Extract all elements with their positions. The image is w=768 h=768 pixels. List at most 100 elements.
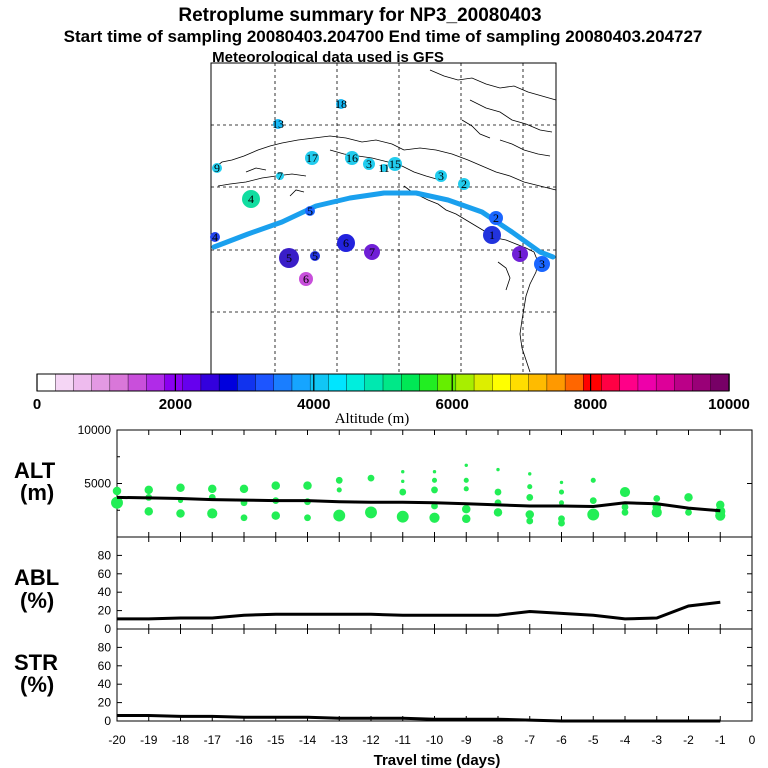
cluster-label: 11 [378,161,390,175]
colorbar-cell [146,373,166,392]
alt-cluster-point [401,479,405,484]
alt-cluster-point [429,512,440,523]
x-tick-label: -1 [715,733,726,747]
colorbar-cell [528,373,548,392]
alt-cluster-point [401,470,405,474]
cluster-marker [512,246,528,262]
alt-cluster-point [621,503,629,511]
cluster-label: 5 [307,204,313,218]
coastline [213,135,405,169]
colorbar-cell [164,373,184,392]
x-tick-label: -20 [108,733,126,747]
title-line-1: Retroplume summary for NP3_20080403 [178,5,541,26]
x-tick-label: -3 [651,733,662,747]
cluster-label: 13 [272,117,284,131]
x-tick-label: -16 [235,733,253,747]
cluster-marker [305,206,315,216]
str-panel: STR (%) 0 20 40 60 80 [14,628,753,728]
colorbar-cell [455,373,475,392]
colorbar-cell [619,373,639,392]
cluster-label: 5 [286,251,292,265]
cluster-label: 2 [461,177,467,191]
cluster-label: 1 [489,228,495,242]
cluster-marker [242,190,260,208]
colorbar-cell [291,373,311,392]
cluster-marker [363,158,375,170]
abl-ytick-label: 40 [98,585,112,599]
colorbar-tick-label: 0 [33,396,41,413]
colorbar-cell [382,373,402,392]
alt-cluster-point [494,488,502,496]
alt-cluster-point [587,508,600,521]
alt-cluster-point [176,483,185,493]
colorbar-tick-label: 2000 [159,396,192,413]
alt-cluster-point [399,488,407,496]
x-tick-label: -8 [493,733,504,747]
alt-cluster-point [685,508,692,516]
alt-cluster-point [144,507,153,516]
alt-cluster-point [367,474,375,482]
alt-cluster-point [304,514,311,522]
colorbar-cell [655,373,676,392]
cluster-marker [337,234,355,252]
colorbar-cell [710,373,730,392]
cluster-marker [534,256,550,272]
alt-cluster-point [176,509,185,518]
title-line-3: Meteorological data used is GFS [212,49,444,66]
alt-cluster-point [333,509,346,522]
colorbar-cell [91,373,111,392]
altitude-colorbar: 0 2000 4000 6000 8000 10000 Altitude (m) [33,373,750,427]
colorbar-cell [637,373,657,392]
str-ytick-label: 80 [98,640,112,654]
str-ytick-label: 0 [104,714,111,728]
abl-ytick-label: 80 [98,548,112,562]
x-tick-label: 0 [749,733,756,747]
coastline [497,261,511,291]
abl-label-bottom: (%) [20,588,54,613]
str-ytick-label: 40 [98,677,112,691]
x-tick-label: -19 [140,733,158,747]
alt-cluster-point [207,508,218,519]
colorbar-cell [328,373,348,392]
colorbar-cell [601,373,621,392]
colorbar-cell [127,373,147,392]
alt-cluster-point [144,485,153,495]
coastline [499,139,551,157]
coastline [217,173,307,187]
colorbar-tick-label: 8000 [574,396,607,413]
x-tick-label: -15 [267,733,285,747]
cluster-marker [273,119,283,129]
alt-cluster-point [431,477,438,483]
alt-cluster-point [525,510,534,519]
alt-cluster-point [684,493,693,502]
cluster-label: 3 [438,169,444,183]
alt-cluster-point [528,472,532,476]
alt-cluster-point [464,463,468,468]
coastline [429,69,557,101]
alt-cluster-point [271,481,280,490]
colorbar-cell [674,373,694,392]
alt-cluster-point [496,467,500,472]
alt-cluster-point [558,519,565,527]
alt-cluster-point [462,504,471,514]
x-tick-label: -2 [683,733,694,747]
colorbar-cell [237,373,257,392]
x-tick-label: -6 [556,733,567,747]
alt-cluster-point [463,486,469,492]
cluster-marker [364,244,380,260]
colorbar-cell [346,373,366,392]
cluster-label: 15 [389,157,401,171]
cluster-label: 9 [214,161,220,175]
cluster-label: 1 [517,247,523,261]
colorbar-tick-label: 6000 [436,396,469,413]
altitude-panel: ALT (m) 10000 5000 [14,423,753,538]
cluster-label: 7 [277,169,283,183]
alt-cluster-point [432,470,437,474]
cluster-marker [210,232,220,242]
alt-cluster-point [651,507,662,518]
cluster-label: 18 [335,97,347,111]
cluster-marker [345,151,359,165]
alt-label-top: ALT [14,458,56,483]
x-tick-label: -10 [426,733,444,747]
cluster-marker [435,170,447,182]
